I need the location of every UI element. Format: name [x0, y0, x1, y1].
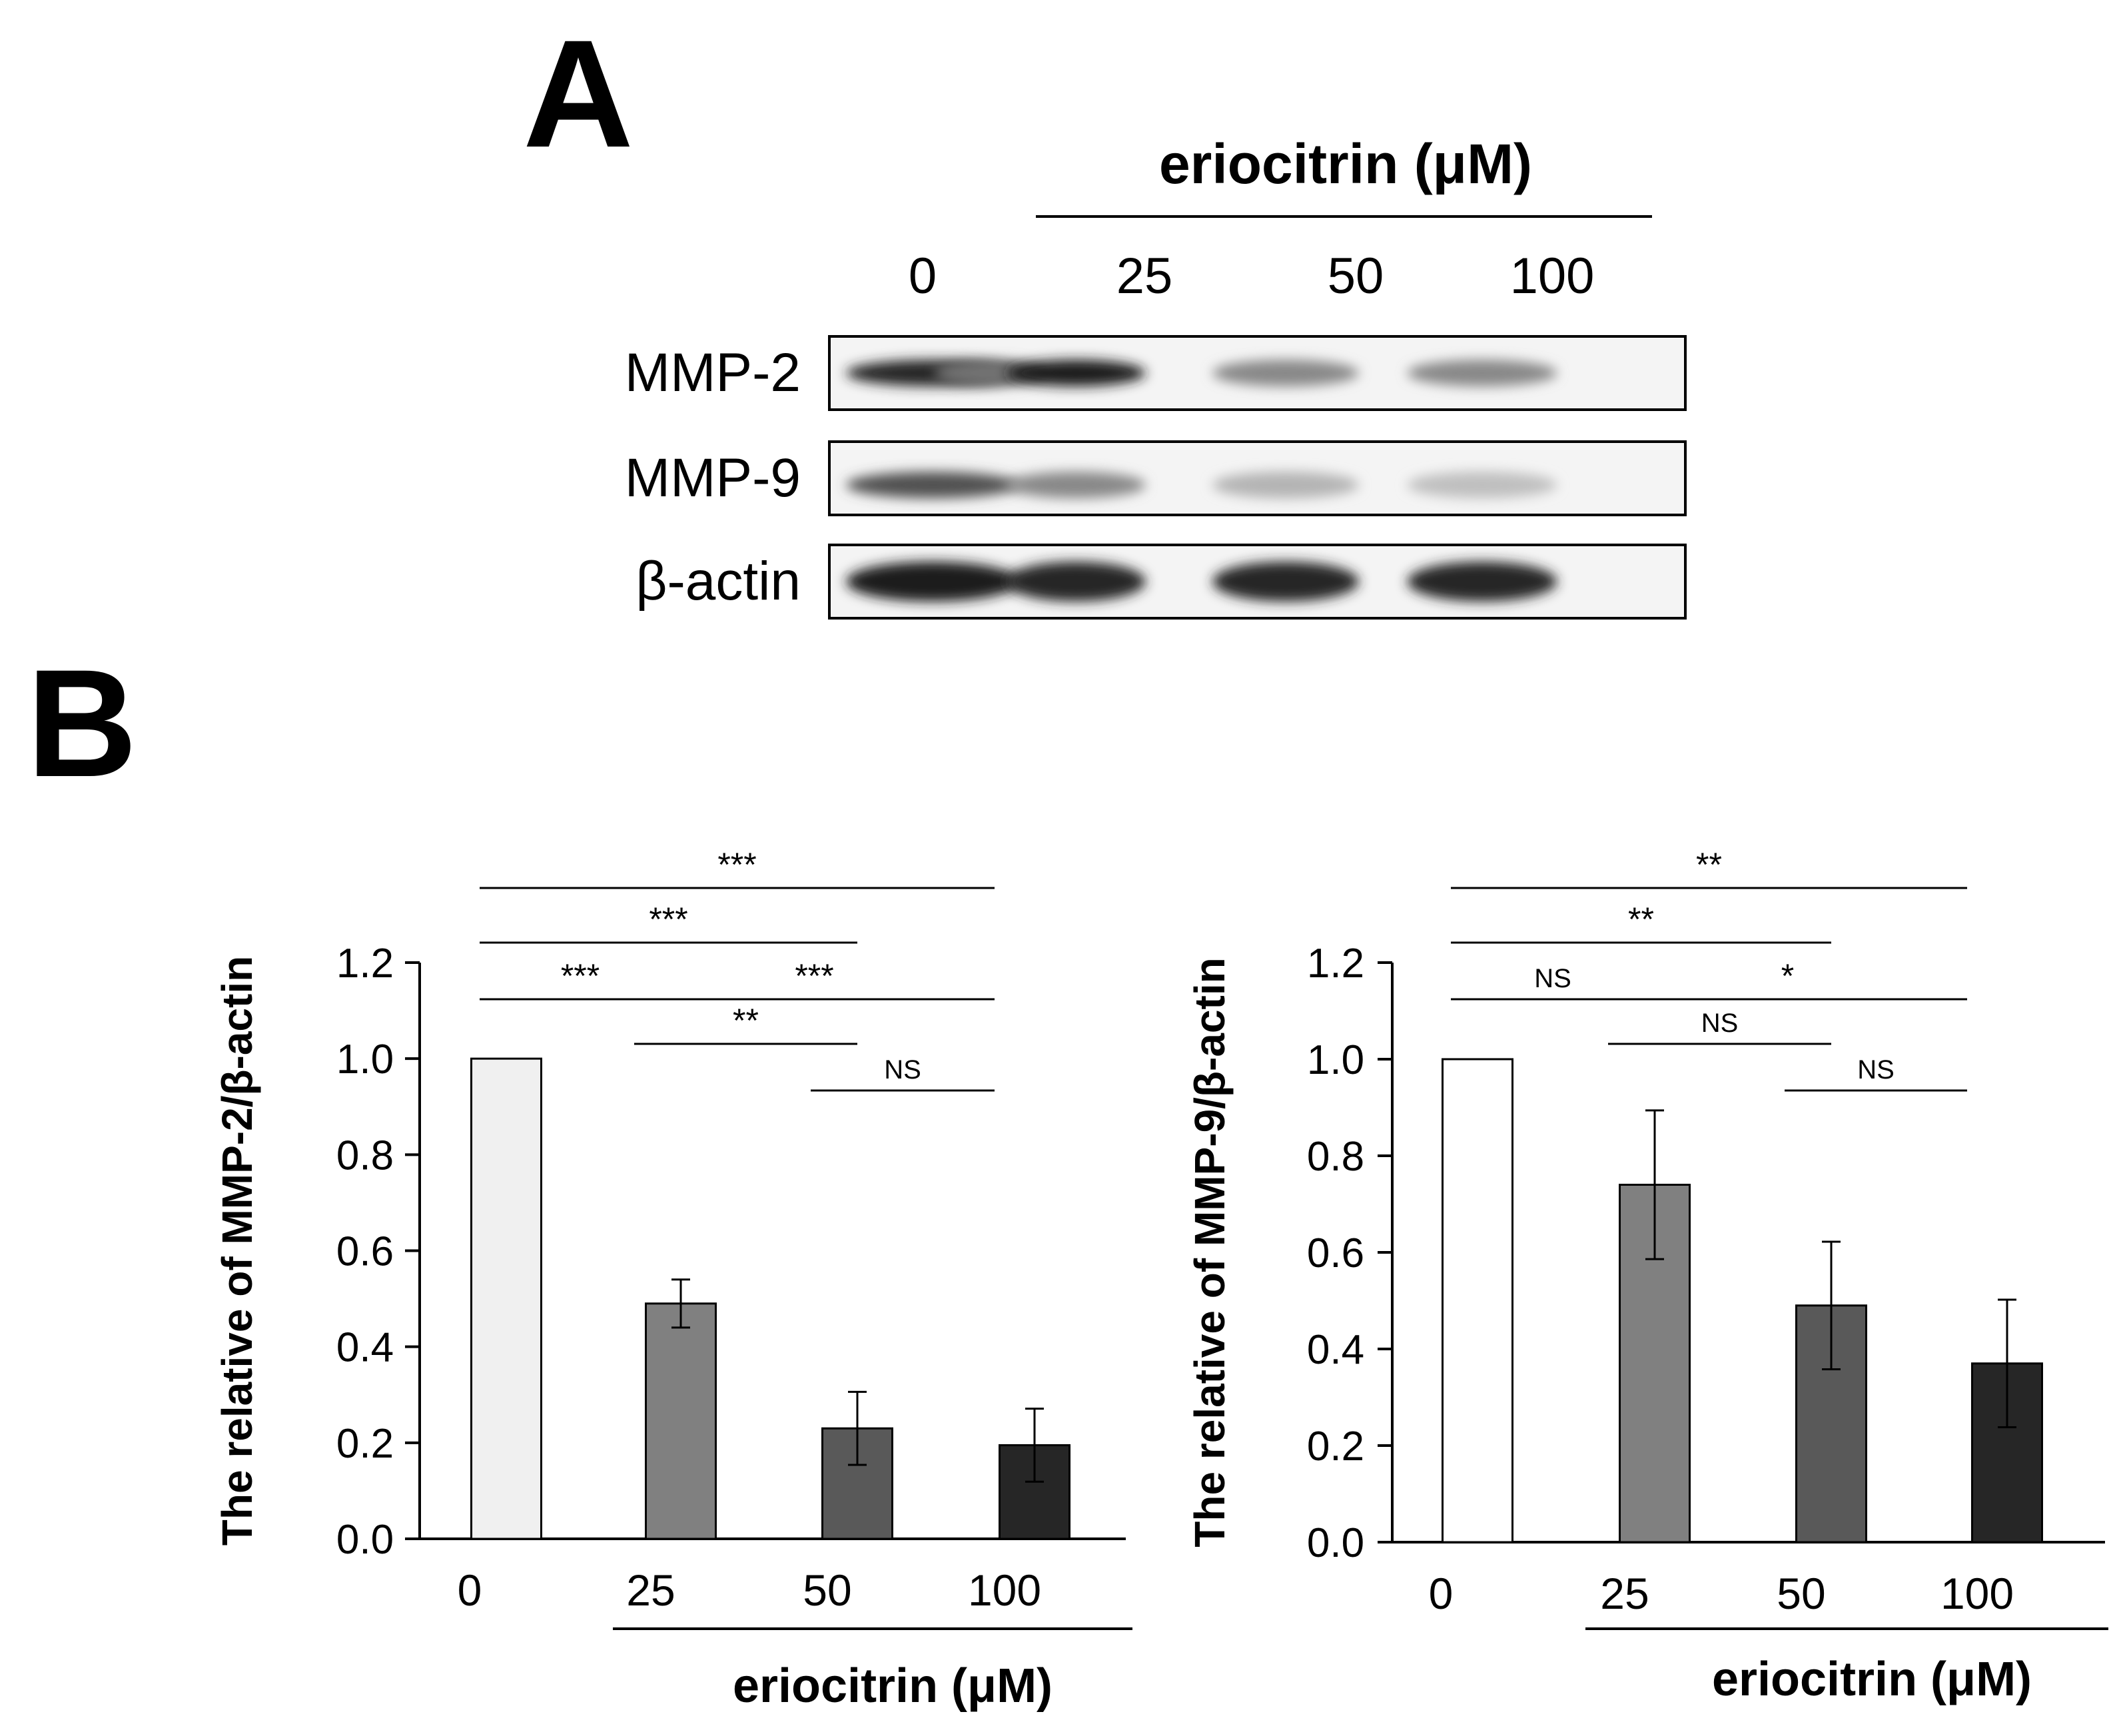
lane-label: 50	[1328, 248, 1384, 304]
panel-a: A eriocitrin (μM) 0 25 50 100 MMP-2 MMP-9…	[523, 8, 1687, 620]
significance-label: *	[1781, 957, 1794, 995]
category-label: 0	[1429, 1569, 1454, 1618]
blot-band	[1212, 562, 1359, 602]
blot-row-label: β-actin	[636, 551, 801, 612]
blot-row: MMP-9	[625, 440, 1687, 516]
y-tick-label: 0.0	[1307, 1520, 1364, 1566]
category-label: 50	[1777, 1569, 1825, 1618]
significance-label: ***	[795, 957, 833, 995]
y-tick-label: 1.0	[1307, 1037, 1364, 1083]
blot-band	[1212, 360, 1359, 386]
y-tick-label: 0.2	[336, 1421, 394, 1467]
y-tick-label: 1.0	[336, 1037, 394, 1083]
significance-label: **	[1628, 901, 1654, 938]
category-label: 25	[626, 1565, 675, 1615]
blot-row-label: MMP-9	[625, 448, 801, 508]
blot-band	[1006, 562, 1146, 602]
blot-row: β-actin	[636, 544, 1687, 620]
lane-label: 25	[1116, 248, 1173, 304]
category-label: 100	[1940, 1569, 2014, 1618]
panel-b: B	[27, 638, 137, 809]
blot-band	[1407, 562, 1557, 602]
bar	[1442, 1058, 1513, 1543]
bar	[645, 1302, 717, 1540]
y-tick-label: 0.4	[336, 1325, 394, 1371]
blot-row: MMP-2	[625, 335, 1687, 411]
y-tick-label: 0.6	[1307, 1230, 1364, 1276]
panel-b-letter: B	[27, 638, 137, 809]
blot-band	[846, 472, 1019, 498]
lane-label: 0	[909, 248, 937, 304]
mmp2-bar-chart: 0.0 0.2 0.4 0.6 0.8 1.0 1.2 The relative of MMP…	[213, 846, 1132, 1713]
blot-band	[1212, 472, 1359, 498]
significance-label: ***	[717, 846, 756, 883]
significance-label: NS	[1857, 1055, 1895, 1085]
y-tick-label: 0.8	[336, 1132, 394, 1178]
y-axis-label: The relative of MMP-2/β-actin	[213, 956, 261, 1545]
significance-label: ***	[561, 957, 600, 995]
blot-header-label: eriocitrin (μM)	[1159, 133, 1532, 195]
category-label: 25	[1600, 1569, 1649, 1618]
bar	[470, 1057, 542, 1540]
blot-band	[1407, 360, 1557, 386]
lane-label: 100	[1510, 248, 1595, 304]
blot-row-label: MMP-2	[625, 342, 801, 403]
significance-label: **	[1696, 846, 1722, 883]
y-tick-label: 0.6	[336, 1229, 394, 1275]
significance-label: ***	[649, 901, 687, 938]
blot-band	[1407, 472, 1557, 498]
y-tick-label: 1.2	[336, 941, 394, 987]
significance-label: NS	[1534, 964, 1571, 993]
x-axis-label: eriocitrin (μM)	[1712, 1653, 2032, 1706]
y-tick-label: 1.2	[1307, 941, 1364, 987]
category-label: 100	[968, 1565, 1041, 1615]
significance-label: **	[733, 1002, 759, 1039]
y-tick-label: 0.8	[1307, 1134, 1364, 1180]
blot-band	[1006, 360, 1146, 386]
panel-a-letter: A	[523, 8, 634, 179]
blot-band	[1006, 472, 1146, 498]
y-tick-label: 0.2	[1307, 1424, 1364, 1470]
significance-label: NS	[884, 1055, 921, 1085]
y-tick-label: 0.4	[1307, 1327, 1364, 1373]
blot-rows: MMP-2 MMP-9 β-actin	[625, 335, 1687, 620]
category-label: 0	[458, 1565, 482, 1615]
x-axis-label: eriocitrin (μM)	[733, 1659, 1053, 1713]
y-tick-label: 0.0	[336, 1517, 394, 1563]
y-axis-label: The relative of MMP-9/β-actin	[1186, 957, 1234, 1547]
mmp9-bar-chart: 0.0 0.2 0.4 0.6 0.8 1.0 1.2 The relative of MMP…	[1186, 846, 2108, 1706]
category-label: 50	[803, 1565, 851, 1615]
blot-band	[846, 562, 1019, 602]
significance-label: NS	[1701, 1009, 1739, 1038]
